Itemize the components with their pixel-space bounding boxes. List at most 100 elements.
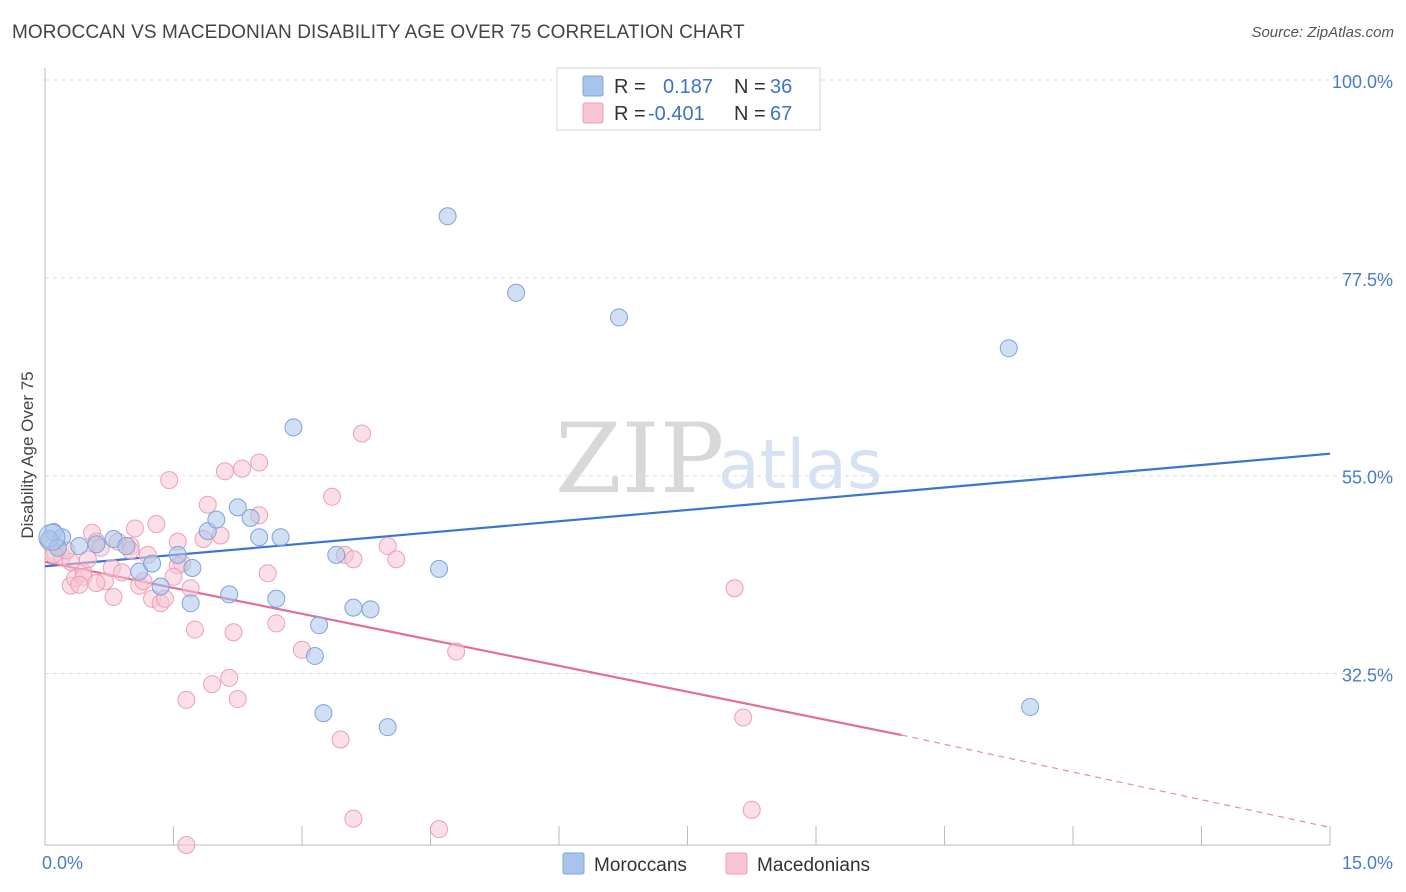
- legend-n-label-2: N =: [734, 103, 766, 125]
- point-macedonians: [258, 564, 277, 583]
- point-moroccans: [438, 207, 457, 226]
- point-macedonians: [447, 642, 466, 661]
- point-macedonians: [113, 563, 132, 582]
- point-macedonians: [344, 550, 363, 569]
- point-moroccans: [344, 598, 363, 617]
- point-macedonians: [220, 668, 239, 687]
- point-macedonians: [177, 690, 196, 709]
- point-moroccans: [181, 594, 200, 613]
- point-moroccans: [361, 600, 380, 619]
- point-macedonians: [164, 567, 183, 586]
- point-macedonians: [725, 579, 744, 598]
- point-moroccans: [267, 589, 286, 608]
- y-tick-labels: 100.0% 77.5% 55.0% 32.5%: [1332, 72, 1393, 686]
- point-moroccans: [310, 616, 329, 635]
- bottom-legend-swatch-macedonians: [725, 852, 748, 875]
- watermark-zip: ZIP: [555, 403, 724, 515]
- point-macedonians: [147, 515, 166, 534]
- point-moroccans: [314, 704, 333, 723]
- point-moroccans-cluster: [38, 523, 66, 551]
- point-macedonians: [250, 453, 269, 472]
- y-axis-label: Disability Age Over 75: [18, 371, 37, 538]
- point-macedonians: [203, 675, 222, 694]
- data-points: [38, 207, 1040, 854]
- point-moroccans: [430, 559, 449, 578]
- point-macedonians: [352, 424, 371, 443]
- point-macedonians: [177, 836, 196, 854]
- legend-swatch-macedonians: [582, 102, 604, 124]
- legend-swatch-moroccans: [582, 75, 604, 97]
- x-tick-label-max: 15.0%: [1342, 853, 1393, 873]
- legend-r-label-2: R =: [614, 103, 646, 125]
- trend-line-macedonians: [44, 560, 902, 737]
- legend-r-value-1: 0.187: [663, 76, 713, 98]
- legend-n-value-1: 36: [770, 76, 792, 98]
- axes: [44, 68, 1331, 846]
- y-tick-label: 32.5%: [1342, 666, 1393, 686]
- legend-r-value-2: -0.401: [648, 103, 705, 125]
- point-macedonians: [185, 620, 204, 639]
- point-macedonians: [233, 459, 252, 478]
- point-macedonians: [734, 708, 753, 727]
- grid-lines: [45, 79, 1395, 675]
- legend-r-label-1: R =: [614, 76, 646, 98]
- point-macedonians: [344, 809, 363, 828]
- point-macedonians: [430, 820, 449, 839]
- point-macedonians: [742, 800, 761, 819]
- bottom-legend-macedonians: Macedonians: [757, 855, 870, 876]
- y-tick-label: 55.0%: [1342, 468, 1393, 488]
- point-macedonians: [215, 462, 234, 481]
- point-moroccans: [378, 718, 397, 737]
- point-macedonians: [387, 550, 406, 569]
- point-macedonians: [331, 730, 350, 749]
- point-moroccans: [207, 510, 226, 529]
- point-moroccans: [117, 537, 136, 556]
- legend-n-label-1: N =: [734, 76, 766, 98]
- point-macedonians: [78, 550, 97, 569]
- point-macedonians: [104, 588, 123, 607]
- point-moroccans: [609, 308, 628, 327]
- point-moroccans: [305, 646, 324, 665]
- point-macedonians: [125, 519, 144, 538]
- watermark-atlas: atlas: [718, 426, 882, 505]
- point-moroccans: [168, 545, 187, 564]
- point-moroccans: [1021, 697, 1040, 716]
- trend-line-macedonians-extension: [901, 734, 1331, 829]
- point-macedonians: [267, 614, 286, 633]
- point-macedonians: [228, 690, 247, 709]
- point-moroccans: [143, 554, 162, 573]
- point-moroccans: [271, 528, 290, 547]
- bottom-legend-swatch-moroccans: [562, 852, 585, 875]
- point-macedonians: [322, 487, 341, 506]
- source-credit: Source: ZipAtlas.com: [1251, 24, 1394, 41]
- point-moroccans: [130, 562, 149, 581]
- point-moroccans: [327, 545, 346, 564]
- point-macedonians: [224, 623, 243, 642]
- point-moroccans: [241, 508, 260, 527]
- point-moroccans: [250, 528, 269, 547]
- point-moroccans: [220, 585, 239, 604]
- point-moroccans: [151, 577, 170, 596]
- y-tick-label: 100.0%: [1332, 72, 1393, 92]
- point-moroccans: [999, 339, 1018, 358]
- series-legend: Moroccans Macedonians: [562, 852, 870, 876]
- point-moroccans: [183, 559, 202, 578]
- point-macedonians: [70, 575, 89, 594]
- x-tick-label-min: 0.0%: [42, 853, 83, 873]
- trend-line-moroccans: [44, 452, 1331, 568]
- bottom-legend-moroccans: Moroccans: [594, 855, 687, 876]
- correlation-legend: R = 0.187 N = 36 R = -0.401 N = 67: [556, 67, 821, 131]
- legend-n-value-2: 67: [770, 103, 792, 125]
- point-moroccans: [284, 418, 303, 437]
- y-tick-label: 77.5%: [1342, 270, 1393, 290]
- chart-title: MOROCCAN VS MACEDONIAN DISABILITY AGE OV…: [12, 22, 745, 43]
- point-moroccans: [70, 537, 89, 556]
- point-macedonians: [378, 537, 397, 556]
- point-moroccans: [507, 283, 526, 302]
- point-moroccans: [87, 535, 106, 554]
- point-macedonians: [160, 471, 179, 490]
- point-macedonians: [198, 495, 217, 514]
- point-moroccans: [228, 498, 247, 517]
- point-macedonians: [87, 573, 106, 592]
